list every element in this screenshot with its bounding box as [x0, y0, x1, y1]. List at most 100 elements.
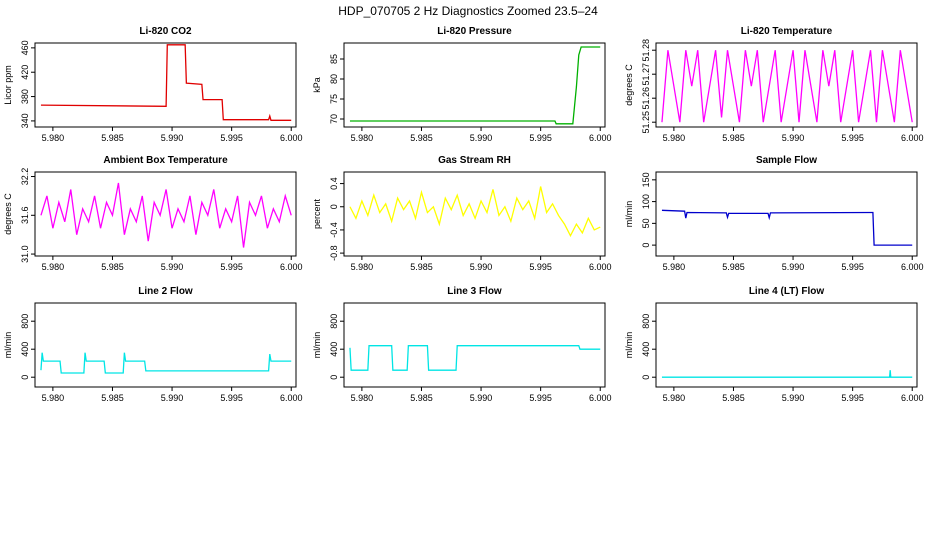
plot-frame: [34, 42, 297, 128]
plot-frame: [343, 171, 606, 257]
y-tick-label: 0: [641, 375, 651, 380]
y-tick-label: 150: [641, 172, 651, 187]
y-tick-label: 800: [20, 314, 30, 329]
x-tick-label: 5.980: [42, 133, 65, 143]
x-tick-label: 5.990: [470, 262, 493, 272]
data-line: [40, 182, 292, 248]
panel-title: Line 3 Flow: [447, 286, 502, 297]
x-tick-label: 5.980: [663, 133, 686, 143]
x-tick-label: 5.990: [782, 262, 805, 272]
y-tick-label: 75: [329, 94, 339, 104]
x-tick-label: 6.000: [280, 133, 303, 143]
y-axis-label: kPa: [312, 77, 322, 93]
x-tick-label: 5.985: [410, 133, 433, 143]
figure-title: HDP_070705 2 Hz Diagnostics Zoomed 23.5–…: [338, 4, 598, 18]
x-tick-label: 5.980: [351, 133, 374, 143]
y-tick-label: 340: [20, 113, 30, 128]
x-tick-label: 5.985: [410, 393, 433, 403]
y-tick-label: 51.27: [641, 63, 651, 86]
panel-title: Li-820 Pressure: [437, 26, 512, 37]
x-tick-label: 5.985: [722, 262, 745, 272]
y-tick-label: 380: [20, 89, 30, 104]
x-tick-label: 6.000: [901, 262, 924, 272]
panel-title: Ambient Box Temperature: [103, 155, 228, 166]
x-tick-label: 5.985: [722, 393, 745, 403]
x-tick-label: 5.990: [782, 393, 805, 403]
x-tick-label: 5.985: [101, 133, 124, 143]
panel-title: Line 4 (LT) Flow: [749, 286, 825, 297]
data-line: [40, 44, 292, 121]
x-tick-label: 5.980: [663, 393, 686, 403]
data-line: [661, 370, 913, 378]
x-tick-label: 5.980: [351, 262, 374, 272]
plot-frame: [655, 171, 918, 257]
x-tick-label: 5.980: [663, 262, 686, 272]
y-tick-label: 460: [20, 40, 30, 55]
y-tick-label: 51.26: [641, 87, 651, 110]
x-tick-label: 5.985: [101, 393, 124, 403]
y-tick-label: 51.28: [641, 39, 651, 62]
y-tick-label: 0: [329, 375, 339, 380]
x-tick-label: 6.000: [280, 393, 303, 403]
data-line: [661, 50, 913, 123]
plot-frame: [655, 42, 918, 128]
y-tick-label: 100: [641, 194, 651, 209]
y-axis-label: ml/min: [624, 332, 634, 359]
y-tick-label: 51.25: [641, 111, 651, 134]
y-tick-label: 800: [641, 314, 651, 329]
x-tick-label: 5.990: [470, 393, 493, 403]
x-tick-label: 5.995: [529, 393, 552, 403]
data-line: [40, 352, 292, 374]
x-tick-label: 5.990: [161, 393, 184, 403]
plot-frame: [34, 302, 297, 388]
y-tick-label: 31.6: [20, 207, 30, 225]
x-tick-label: 5.995: [529, 262, 552, 272]
y-tick-label: 70: [329, 114, 339, 124]
panel-title: Li-820 Temperature: [741, 26, 833, 37]
y-tick-label: 0: [641, 243, 651, 248]
y-tick-label: 400: [20, 342, 30, 357]
y-tick-label: 420: [20, 65, 30, 80]
y-axis-label: ml/min: [624, 201, 634, 228]
data-line: [349, 345, 601, 371]
y-tick-label: 400: [329, 342, 339, 357]
x-tick-label: 5.985: [722, 133, 745, 143]
y-tick-label: 400: [641, 342, 651, 357]
x-tick-label: 6.000: [901, 133, 924, 143]
y-axis-label: degrees C: [624, 64, 634, 106]
y-tick-label: 0: [20, 375, 30, 380]
x-tick-label: 5.980: [42, 393, 65, 403]
plot-frame: [343, 42, 606, 128]
panel-title: Sample Flow: [756, 155, 817, 166]
panel-title: Line 2 Flow: [138, 286, 193, 297]
x-tick-label: 5.995: [841, 133, 864, 143]
y-tick-label: 32.2: [20, 168, 30, 186]
x-tick-label: 6.000: [589, 393, 612, 403]
y-axis-label: percent: [312, 198, 322, 229]
x-tick-label: 6.000: [901, 393, 924, 403]
x-tick-label: 5.990: [470, 133, 493, 143]
data-line: [349, 186, 601, 238]
x-tick-label: 5.995: [220, 262, 243, 272]
data-line: [661, 209, 913, 246]
x-tick-label: 5.980: [351, 393, 374, 403]
x-tick-label: 6.000: [280, 262, 303, 272]
y-tick-label: -0.8: [329, 245, 339, 261]
y-axis-label: ml/min: [3, 332, 13, 359]
x-tick-label: 5.995: [220, 133, 243, 143]
x-tick-label: 5.985: [410, 262, 433, 272]
panel-title: Li-820 CO2: [139, 26, 192, 37]
x-tick-label: 6.000: [589, 262, 612, 272]
x-tick-label: 5.990: [782, 133, 805, 143]
x-tick-label: 5.995: [841, 262, 864, 272]
y-axis-label: ml/min: [312, 332, 322, 359]
y-tick-label: 31.0: [20, 245, 30, 263]
x-tick-label: 5.995: [220, 393, 243, 403]
x-tick-label: 5.985: [101, 262, 124, 272]
y-tick-label: 0.4: [329, 177, 339, 190]
y-tick-label: -0.4: [329, 222, 339, 238]
x-tick-label: 5.990: [161, 262, 184, 272]
plot-frame: [655, 302, 918, 388]
y-tick-label: 0: [329, 204, 339, 209]
